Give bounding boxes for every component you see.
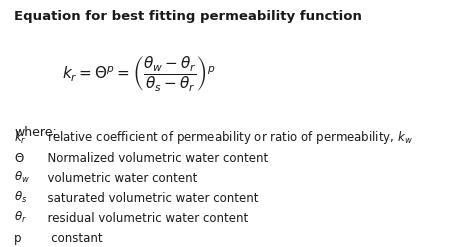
Text: $k_r = \Theta^p = \left(\dfrac{\theta_w - \theta_r}{\theta_s - \theta_r}\right)^: $k_r = \Theta^p = \left(\dfrac{\theta_w … bbox=[62, 54, 215, 93]
Text: volumetric water content: volumetric water content bbox=[40, 172, 198, 185]
Text: $\Theta$: $\Theta$ bbox=[14, 152, 25, 165]
Text: where;: where; bbox=[14, 126, 57, 139]
Text: saturated volumetric water content: saturated volumetric water content bbox=[40, 192, 259, 205]
Text: $k_r$: $k_r$ bbox=[14, 130, 27, 146]
Text: Equation for best fitting permeability function: Equation for best fitting permeability f… bbox=[14, 10, 362, 23]
Text: $\theta_r$: $\theta_r$ bbox=[14, 210, 27, 225]
Text: constant: constant bbox=[40, 231, 103, 245]
Text: residual volumetric water content: residual volumetric water content bbox=[40, 212, 248, 225]
Text: $\theta_w$: $\theta_w$ bbox=[14, 170, 30, 185]
Text: $\theta_s$: $\theta_s$ bbox=[14, 190, 27, 205]
Text: relative coefficient of permeability or ratio of permeability, $k_w$: relative coefficient of permeability or … bbox=[40, 129, 413, 146]
Text: Normalized volumetric water content: Normalized volumetric water content bbox=[40, 152, 269, 165]
Text: p: p bbox=[14, 231, 22, 245]
